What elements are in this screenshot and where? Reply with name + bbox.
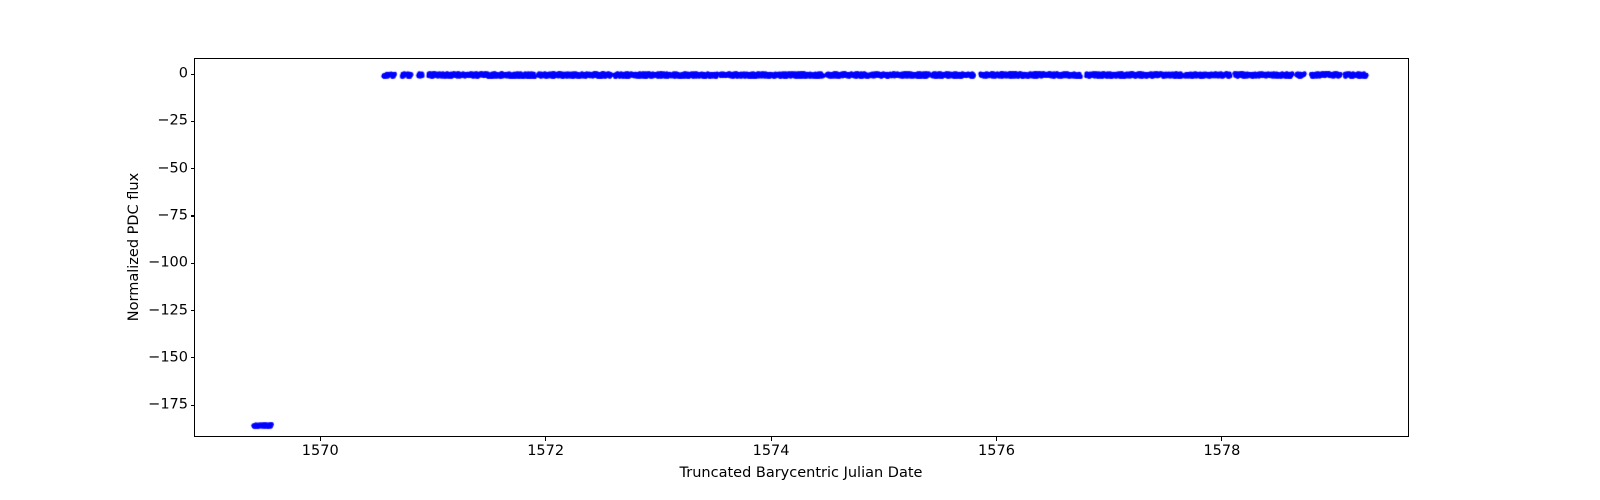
y-tick-mark (190, 73, 194, 75)
x-tick-label: 1578 (1203, 443, 1241, 459)
y-tick-mark (190, 404, 194, 406)
y-axis-label: Normalized PDC flux (126, 172, 142, 322)
x-tick-mark (319, 437, 321, 441)
plot-axes-frame (194, 58, 1409, 437)
y-tick-mark (190, 168, 194, 170)
y-tick-label: 0 (178, 65, 188, 82)
y-tick-mark (190, 215, 194, 217)
y-tick-label: −100 (148, 254, 188, 271)
y-tick-label: −175 (148, 396, 188, 413)
x-tick-label: 1572 (527, 443, 565, 459)
x-axis-label: Truncated Barycentric Julian Date (679, 465, 923, 481)
x-tick-label: 1576 (978, 443, 1015, 459)
y-tick-label: −25 (157, 112, 188, 129)
x-tick-mark (545, 437, 547, 441)
x-tick-mark (770, 437, 772, 441)
scatter-plot-canvas (195, 59, 1408, 436)
y-tick-label: −75 (157, 207, 188, 224)
x-tick-mark (995, 437, 998, 441)
y-tick-mark (190, 310, 194, 312)
x-tick-label: 1574 (752, 443, 790, 459)
y-tick-label: −50 (157, 160, 188, 177)
y-tick-mark (190, 357, 194, 359)
y-tick-mark (190, 120, 194, 122)
y-tick-label: −150 (148, 349, 188, 366)
y-tick-mark (190, 262, 194, 264)
x-tick-label: 1570 (301, 443, 339, 459)
x-tick-mark (1221, 437, 1223, 441)
y-tick-label: −125 (148, 302, 188, 319)
